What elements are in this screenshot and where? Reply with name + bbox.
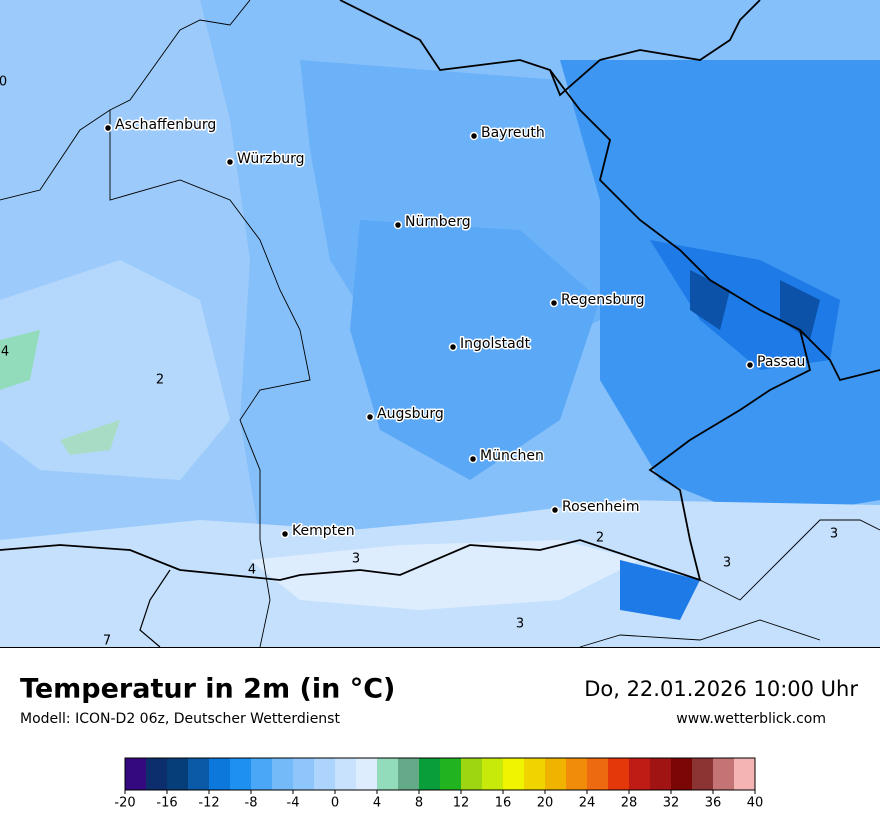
colorbar-tick-label: 24 xyxy=(579,796,596,811)
contour-label: 3 xyxy=(352,552,360,567)
colorbar-box xyxy=(251,758,272,790)
city-dot xyxy=(103,123,113,133)
colorbar-tick-label: 36 xyxy=(705,796,722,811)
colorbar-box xyxy=(608,758,629,790)
title: Temperatur in 2m (in °C) xyxy=(20,674,395,705)
website: www.wetterblick.com xyxy=(676,711,826,727)
city-dot xyxy=(549,298,559,308)
model-info: Modell: ICON-D2 06z, Deutscher Wetterdie… xyxy=(20,711,340,727)
colorbar-box xyxy=(209,758,230,790)
contour-label: 3 xyxy=(516,617,524,632)
colorbar-tick-label: 4 xyxy=(373,796,381,811)
colorbar-box xyxy=(524,758,545,790)
contour-label: 0 xyxy=(0,75,7,90)
colorbar-frame xyxy=(124,757,756,791)
colorbar-box xyxy=(272,758,293,790)
colorbar-tick-label: 20 xyxy=(537,796,554,811)
contour-label: 2 xyxy=(156,373,164,388)
colorbar-tick-label: 0 xyxy=(331,796,339,811)
city-dot xyxy=(468,454,478,464)
colorbar-tick-label: 28 xyxy=(621,796,638,811)
colorbar-box xyxy=(440,758,461,790)
colorbar-box xyxy=(566,758,587,790)
city-label: Regensburg xyxy=(561,292,645,308)
colorbar-box xyxy=(692,758,713,790)
city-dot xyxy=(469,131,479,141)
city-label: Aschaffenburg xyxy=(115,117,216,133)
colorbar-box xyxy=(545,758,566,790)
contour-label: 4 xyxy=(1,345,9,360)
colorbar-tick-label: -4 xyxy=(287,796,300,811)
city-label: Kempten xyxy=(292,523,355,539)
colorbar-box xyxy=(335,758,356,790)
colorbar-box xyxy=(503,758,524,790)
city-label: Würzburg xyxy=(237,151,304,167)
city-label: Nürnberg xyxy=(405,214,471,230)
colorbar-box xyxy=(629,758,650,790)
colorbar-box xyxy=(398,758,419,790)
contour-label: 3 xyxy=(723,556,731,571)
colorbar-box xyxy=(713,758,734,790)
colorbar-box xyxy=(314,758,335,790)
colorbar-box xyxy=(650,758,671,790)
colorbar-box xyxy=(482,758,503,790)
city-label: Passau xyxy=(757,354,805,370)
colorbar-box xyxy=(377,758,398,790)
cities: Aschaffenburg Würzburg Bayreuth Nürnberg Reg… xyxy=(103,116,807,541)
colorbar-tick-label: 32 xyxy=(663,796,680,811)
colorbar-tick-label: -12 xyxy=(198,796,219,811)
city-dot xyxy=(745,360,755,370)
city-dot xyxy=(225,157,235,167)
colorbar: -20 -16 -12 -8 -4 0 4 8 12 16 20 24 28 32 36 40 xyxy=(114,757,764,811)
colorbar-tick-label: 8 xyxy=(415,796,423,811)
city-dot xyxy=(448,342,458,352)
colorbar-box xyxy=(587,758,608,790)
colorbar-tick-label: -16 xyxy=(156,796,177,811)
colorbar-tick-label: -20 xyxy=(114,796,135,811)
contour-label: 2 xyxy=(596,531,604,546)
colorbar-box xyxy=(146,758,167,790)
colorbar-box xyxy=(734,758,755,790)
map-frame xyxy=(0,647,880,648)
city-dot xyxy=(280,529,290,539)
colorbar-box xyxy=(419,758,440,790)
borders xyxy=(0,0,880,648)
colorbar-box xyxy=(188,758,209,790)
datetime: Do, 22.01.2026 10:00 Uhr xyxy=(584,677,858,701)
city-label: Augsburg xyxy=(377,406,444,422)
colorbar-box xyxy=(293,758,314,790)
city-dot xyxy=(365,412,375,422)
colorbar-box xyxy=(230,758,251,790)
contour-label: 4 xyxy=(248,563,256,578)
city-dot xyxy=(550,505,560,515)
city-label: Ingolstadt xyxy=(460,336,531,352)
colorbar-tick-label: 16 xyxy=(495,796,512,811)
contour-labels: 0 4 2 4 3 2 3 3 3 7 xyxy=(0,75,838,649)
city-label: München xyxy=(480,448,544,464)
colorbar-box xyxy=(461,758,482,790)
map-background xyxy=(0,0,880,647)
colorbar-box xyxy=(167,758,188,790)
city-label: Bayreuth xyxy=(481,125,545,141)
colorbar-tick-label: -8 xyxy=(245,796,258,811)
contour-label: 7 xyxy=(103,634,111,649)
colorbar-tick-label: 40 xyxy=(747,796,764,811)
colorbar-box xyxy=(356,758,377,790)
colorbar-tick-label: 12 xyxy=(453,796,470,811)
colorbar-box xyxy=(671,758,692,790)
city-dot xyxy=(393,220,403,230)
colorbar-box xyxy=(125,758,146,790)
city-label: Rosenheim xyxy=(562,499,639,515)
contour-label: 3 xyxy=(830,527,838,542)
